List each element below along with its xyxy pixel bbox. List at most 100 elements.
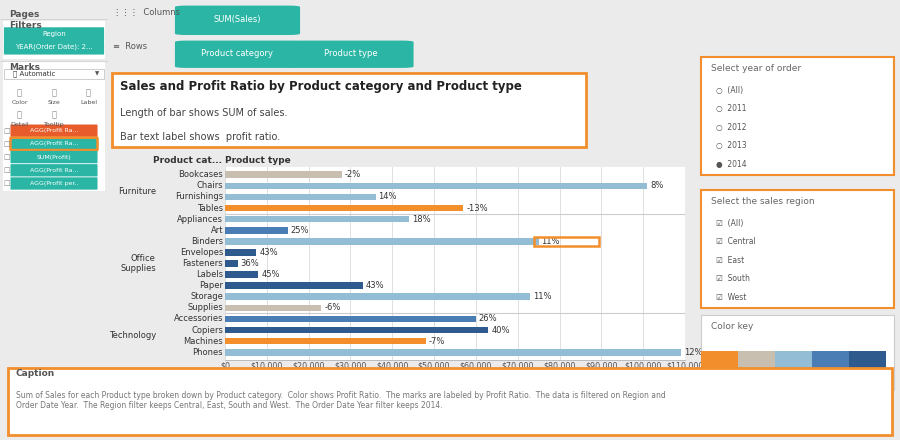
Text: AGG(Profit Ra...: AGG(Profit Ra... [30, 128, 78, 133]
Text: 25%: 25% [291, 226, 310, 235]
Text: AGG(Profit Ra...: AGG(Profit Ra... [30, 168, 78, 173]
Text: SUM(Profit): SUM(Profit) [37, 154, 71, 160]
Bar [701, 351, 738, 369]
Text: Supplies: Supplies [187, 303, 223, 312]
Text: Machines: Machines [184, 337, 223, 346]
FancyBboxPatch shape [11, 125, 97, 137]
Text: Furniture: Furniture [118, 187, 156, 196]
Text: □: □ [4, 167, 10, 173]
Text: Tables: Tables [197, 204, 223, 213]
Text: Product category: Product category [202, 49, 274, 58]
Text: Select year of order: Select year of order [711, 64, 802, 73]
Text: ⬛: ⬛ [51, 88, 57, 97]
Text: Caption: Caption [15, 370, 55, 378]
FancyBboxPatch shape [4, 62, 104, 191]
Text: -19%: -19% [706, 380, 724, 389]
Text: 40%: 40% [491, 326, 510, 334]
Text: Product cat...: Product cat... [153, 156, 222, 165]
Text: ⬛: ⬛ [86, 88, 91, 97]
Text: ☑  East: ☑ East [716, 256, 743, 264]
Text: Product type: Product type [225, 156, 291, 165]
Text: ○  2013: ○ 2013 [716, 141, 746, 150]
Text: ⋮⋮⋮  Columns: ⋮⋮⋮ Columns [112, 8, 180, 18]
Bar [225, 304, 321, 311]
Text: Art: Art [211, 226, 223, 235]
Text: -13%: -13% [466, 204, 488, 213]
Text: Tooltip: Tooltip [44, 122, 64, 127]
FancyBboxPatch shape [11, 138, 97, 150]
Bar [849, 351, 886, 369]
Bar [775, 351, 812, 369]
Bar [225, 183, 647, 189]
Bar [225, 327, 489, 334]
Text: Paper: Paper [199, 281, 223, 290]
Text: □: □ [4, 128, 10, 134]
Text: ●  2014: ● 2014 [716, 160, 746, 169]
FancyBboxPatch shape [11, 151, 97, 163]
Bar [225, 238, 538, 245]
Bar [225, 205, 464, 211]
Text: 11%: 11% [542, 237, 560, 246]
Bar [225, 349, 680, 356]
Text: -7%: -7% [428, 337, 445, 346]
Text: Detail: Detail [10, 122, 29, 127]
Text: 12%: 12% [684, 348, 702, 357]
Text: ☑  South: ☑ South [716, 274, 750, 283]
Text: Accessories: Accessories [174, 315, 223, 323]
Text: 45%: 45% [873, 380, 890, 389]
Text: 11%: 11% [533, 292, 552, 301]
Text: 43%: 43% [259, 248, 278, 257]
Text: Appliances: Appliances [177, 215, 223, 224]
Text: AGG(Profit Ra...: AGG(Profit Ra... [30, 141, 78, 147]
Text: Pages: Pages [9, 10, 39, 18]
FancyBboxPatch shape [11, 177, 97, 190]
FancyBboxPatch shape [701, 57, 894, 175]
Text: 36%: 36% [240, 259, 259, 268]
Bar [225, 172, 342, 178]
Text: Size: Size [48, 100, 60, 105]
FancyBboxPatch shape [4, 69, 104, 79]
Text: AGG(Profit per..: AGG(Profit per.. [30, 181, 78, 186]
FancyBboxPatch shape [4, 27, 104, 41]
Text: Color: Color [11, 100, 28, 105]
Text: Select the sales region: Select the sales region [711, 197, 815, 205]
Text: Fasteners: Fasteners [183, 259, 223, 268]
Text: Region: Region [42, 31, 66, 37]
Text: □: □ [4, 180, 10, 187]
Text: -6%: -6% [324, 303, 340, 312]
Text: Labels: Labels [196, 270, 223, 279]
Bar [225, 271, 258, 278]
Text: Label: Label [80, 100, 97, 105]
FancyBboxPatch shape [11, 164, 97, 176]
X-axis label: Sales: Sales [441, 374, 469, 385]
Text: 43%: 43% [366, 281, 384, 290]
Text: Binders: Binders [191, 237, 223, 246]
Text: Bar text label shows  profit ratio.: Bar text label shows profit ratio. [120, 132, 280, 143]
FancyBboxPatch shape [175, 40, 300, 68]
Text: Color key: Color key [711, 322, 754, 330]
Text: ▼: ▼ [95, 71, 99, 77]
Bar [225, 194, 375, 200]
Text: ⬛ Automatic: ⬛ Automatic [13, 70, 55, 77]
Text: SUM(Sales): SUM(Sales) [213, 15, 261, 24]
Text: ○  2012: ○ 2012 [716, 123, 746, 132]
Text: 18%: 18% [412, 215, 430, 224]
Text: 8%: 8% [651, 181, 663, 191]
FancyBboxPatch shape [288, 40, 414, 68]
Text: Envelopes: Envelopes [180, 248, 223, 257]
FancyBboxPatch shape [701, 190, 894, 308]
Text: ⬛: ⬛ [17, 88, 22, 97]
Text: YEAR(Order Date): 2...: YEAR(Order Date): 2... [15, 44, 93, 50]
Bar [225, 260, 238, 267]
Text: ☑  West: ☑ West [716, 293, 746, 301]
Bar [812, 351, 849, 369]
Bar [225, 227, 288, 234]
Bar [225, 249, 256, 256]
Bar [225, 293, 530, 300]
Text: Length of bar shows SUM of sales.: Length of bar shows SUM of sales. [120, 108, 288, 118]
Text: ○  2011: ○ 2011 [716, 104, 746, 113]
Text: Storage: Storage [190, 292, 223, 301]
FancyBboxPatch shape [112, 73, 586, 147]
Text: 14%: 14% [379, 192, 397, 202]
Bar [225, 282, 363, 289]
